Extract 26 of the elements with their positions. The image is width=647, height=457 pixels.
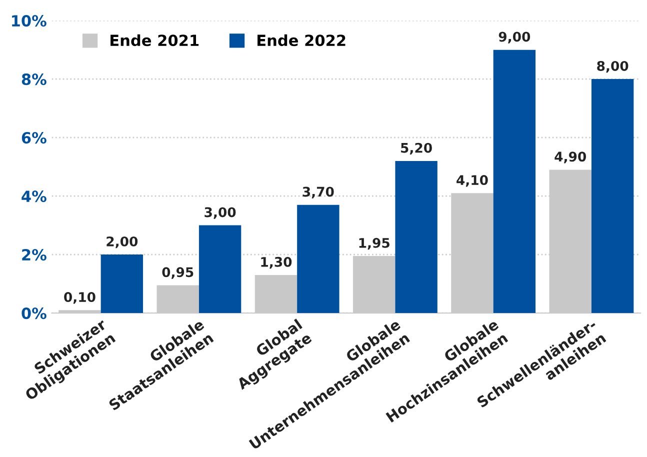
data-label: 0,10 xyxy=(64,292,96,304)
data-label: 5,20 xyxy=(401,142,432,155)
bar xyxy=(297,204,340,314)
legend-label: Ende 2021 xyxy=(110,34,199,46)
data-label: 4,90 xyxy=(554,152,586,164)
data-label: 1,30 xyxy=(261,256,292,269)
bar xyxy=(493,50,536,314)
data-label: 9,00 xyxy=(498,32,530,44)
y-tick-label: 2% xyxy=(22,249,46,261)
bar xyxy=(395,160,438,314)
y-tick-label: 8% xyxy=(22,74,46,86)
y-tick-label: 10% xyxy=(12,15,46,27)
data-label: 4,10 xyxy=(456,175,488,187)
data-label: 2,00 xyxy=(106,236,138,248)
legend-label: Ende 2022 xyxy=(258,34,346,46)
bar xyxy=(591,79,634,314)
bar xyxy=(100,254,144,314)
y-tick-label: 6% xyxy=(22,132,46,144)
data-label: 8,00 xyxy=(597,60,628,73)
data-label: 1,95 xyxy=(359,238,390,250)
bar xyxy=(198,225,242,314)
data-label: 3,70 xyxy=(302,186,334,198)
y-tick-label: 0% xyxy=(22,308,46,320)
y-tick-label: 4% xyxy=(22,190,46,202)
data-label: 3,00 xyxy=(204,207,236,219)
data-label: 0,95 xyxy=(162,267,194,279)
